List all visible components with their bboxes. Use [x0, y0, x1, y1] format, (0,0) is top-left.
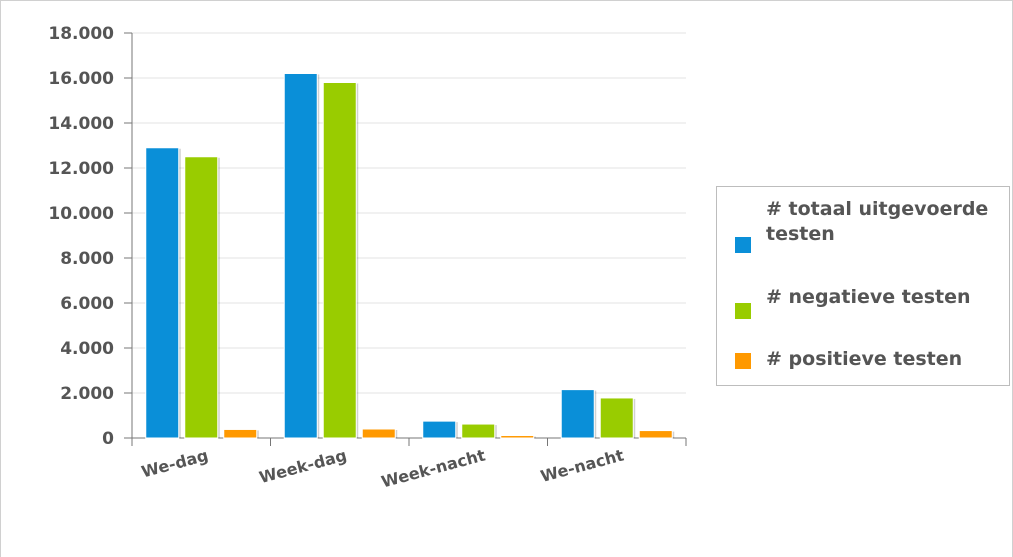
- legend-label-positief: # positieve testen: [766, 348, 963, 370]
- x-tick-label: We-nacht: [538, 445, 626, 486]
- legend-swatch-positief: [735, 353, 751, 369]
- bar: [461, 423, 496, 439]
- bar-Week-nacht-2: [500, 435, 536, 439]
- bar-We-nacht-0: [560, 389, 597, 439]
- bar-Week-dag-2: [361, 428, 398, 439]
- x-tick-label: Week-dag: [257, 446, 349, 488]
- x-tick-label: We-dag: [139, 446, 210, 482]
- legend-swatch-totaal: [735, 237, 751, 253]
- bar-We-nacht-2: [638, 430, 675, 439]
- y-tick-label: 16.000: [48, 69, 114, 89]
- bar: [322, 82, 357, 439]
- legend-swatch-negatief: [735, 303, 751, 319]
- gridlines: [132, 32, 686, 394]
- y-tick-label: 18.000: [48, 24, 114, 44]
- bars: [145, 73, 675, 439]
- bar-We-dag-1: [184, 156, 220, 439]
- legend: # totaal uitgevoerde testen # negatieve …: [716, 186, 1010, 386]
- bar: [361, 428, 396, 439]
- bar-Week-dag-1: [322, 82, 359, 439]
- bar: [283, 73, 318, 439]
- y-tick-label: 10.000: [48, 204, 114, 224]
- y-tick-label: 14.000: [48, 114, 114, 134]
- bar: [599, 397, 634, 439]
- y-tick-label: 12.000: [48, 159, 114, 179]
- legend-label-negatief: # negatieve testen: [766, 286, 971, 308]
- y-tick-label: 0: [102, 429, 114, 449]
- bar-We-nacht-1: [599, 397, 636, 439]
- bar: [223, 428, 258, 439]
- bar-We-dag-0: [145, 147, 181, 439]
- bar: [638, 430, 673, 439]
- legend-label-totaal: # totaal uitgevoerde testen: [766, 198, 989, 245]
- y-tick-label: 6.000: [60, 294, 114, 314]
- bar-Week-dag-0: [283, 73, 320, 439]
- bar-We-dag-2: [223, 428, 259, 439]
- bar: [560, 389, 595, 439]
- bar: [184, 156, 219, 439]
- bar-Week-nacht-0: [422, 420, 458, 439]
- bar: [145, 147, 180, 439]
- bar: [422, 420, 457, 439]
- y-tick-label: 4.000: [60, 339, 114, 359]
- x-tick-label: Week-nacht: [379, 445, 487, 491]
- y-tick-label: 2.000: [60, 384, 114, 404]
- bar: [500, 435, 535, 439]
- bar-Week-nacht-1: [461, 423, 497, 439]
- y-tick-label: 8.000: [60, 249, 114, 269]
